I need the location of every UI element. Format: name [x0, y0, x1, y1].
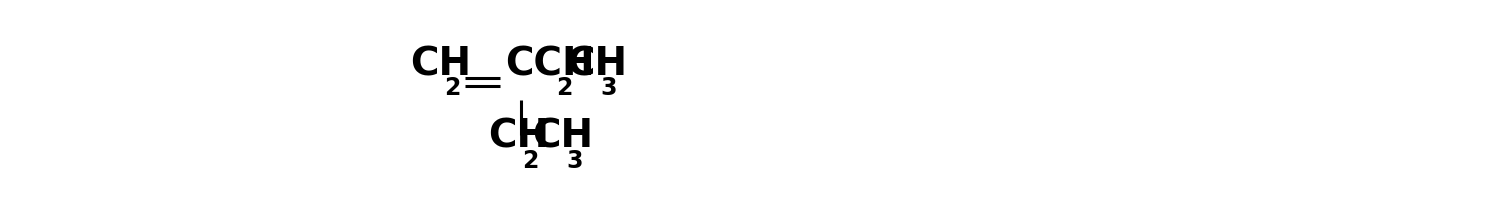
Text: 2: 2: [444, 76, 460, 100]
Text: CH: CH: [411, 45, 471, 83]
Text: CCH: CCH: [505, 45, 595, 83]
Text: CH: CH: [489, 118, 549, 156]
Text: CH: CH: [567, 45, 627, 83]
Text: 2: 2: [556, 76, 573, 100]
Text: CH: CH: [532, 118, 594, 156]
Text: 3: 3: [600, 76, 616, 100]
Text: 3: 3: [567, 149, 583, 173]
Text: 2: 2: [522, 149, 538, 173]
